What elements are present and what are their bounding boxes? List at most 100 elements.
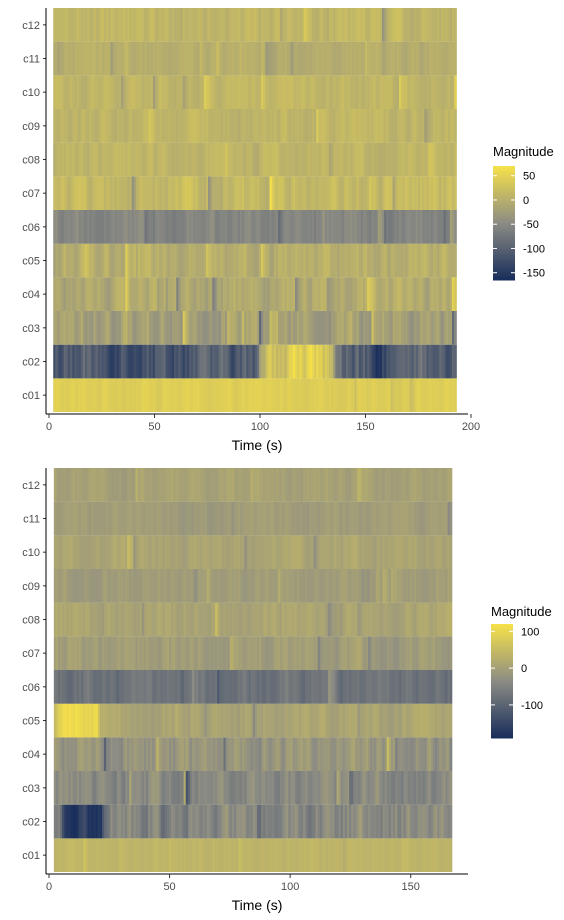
heatmap-cell <box>449 41 453 76</box>
heatmap-cell <box>223 602 227 637</box>
heatmap-cell <box>376 771 380 805</box>
heatmap-cell <box>196 569 199 603</box>
heatmap-cell <box>321 501 325 536</box>
heatmap-cell <box>225 109 228 143</box>
heatmap-cell <box>212 838 216 872</box>
heatmap-cell <box>397 569 400 603</box>
heatmap-cell <box>320 8 324 42</box>
heatmap-cell <box>256 703 260 738</box>
heatmap-cell <box>445 344 449 379</box>
heatmap-cell <box>395 703 398 738</box>
heatmap-cell <box>167 8 171 42</box>
heatmap-cell <box>415 210 419 244</box>
heatmap-cell <box>102 243 105 278</box>
heatmap-cell <box>305 703 308 738</box>
heatmap-cell <box>370 468 373 502</box>
heatmap-cell <box>236 838 239 872</box>
heatmap-cell <box>411 378 415 412</box>
heatmap-cell <box>248 311 252 345</box>
heatmap-cell <box>55 602 59 637</box>
heatmap-cell <box>411 142 415 177</box>
heatmap-cell <box>378 838 382 872</box>
heatmap-cell <box>192 737 195 771</box>
heatmap-cell <box>269 142 273 177</box>
heatmap-cell <box>184 311 188 345</box>
heatmap-cell <box>443 344 447 379</box>
heatmap-cell <box>246 109 249 143</box>
heatmap-cell <box>65 378 69 412</box>
heatmap-cell <box>68 277 71 311</box>
heatmap-cell <box>411 277 415 311</box>
heatmap-cell <box>61 344 65 379</box>
heatmap-cell <box>91 636 95 670</box>
heatmap-cell <box>434 703 438 738</box>
heatmap-cell <box>407 636 411 670</box>
heatmap-cell <box>269 243 273 278</box>
heatmap-cell <box>120 771 124 805</box>
heatmap-cell <box>118 344 122 379</box>
heatmap-cell <box>227 468 231 502</box>
heatmap-cell <box>315 838 319 872</box>
heatmap-cell <box>221 468 225 502</box>
heatmap-cell <box>240 501 243 536</box>
heatmap-cell <box>258 311 262 345</box>
heatmap-cell <box>233 569 237 603</box>
heatmap-cell <box>396 142 400 177</box>
heatmap-cell <box>393 737 396 771</box>
heatmap-cell <box>203 142 207 177</box>
heatmap-cell <box>129 109 133 143</box>
heatmap-cell <box>252 311 256 345</box>
heatmap-cell <box>284 501 287 536</box>
heatmap-cell <box>194 468 197 502</box>
heatmap-cell <box>344 838 348 872</box>
heatmap-cell <box>175 838 178 872</box>
heatmap-cell <box>200 535 204 569</box>
heatmap-cell <box>227 703 231 738</box>
heatmap-cell <box>146 344 150 379</box>
heatmap-cell <box>358 311 362 345</box>
heatmap-cell <box>323 838 327 872</box>
heatmap-cell <box>152 75 156 109</box>
heatmap-cell <box>265 501 269 536</box>
heatmap-cell <box>265 109 269 143</box>
heatmap-cell <box>314 344 317 379</box>
heatmap-cell <box>161 243 165 278</box>
heatmap-cell <box>409 176 413 210</box>
heatmap-cell <box>82 277 86 311</box>
heatmap-cell <box>142 109 146 143</box>
heatmap-cell <box>416 838 419 872</box>
heatmap-cell <box>154 737 158 771</box>
heatmap-cell <box>434 838 438 872</box>
heatmap-cell <box>341 109 345 143</box>
heatmap-cell <box>324 109 328 143</box>
heatmap-cell <box>110 535 114 569</box>
heatmap-cell <box>340 602 344 637</box>
heatmap-cell <box>397 468 400 502</box>
heatmap-cell <box>120 737 124 771</box>
heatmap-cell <box>60 468 63 502</box>
heatmap-cell <box>336 670 340 704</box>
heatmap-cell <box>141 468 145 502</box>
heatmap-cell <box>205 277 209 311</box>
heatmap-cell <box>189 501 193 536</box>
heatmap-cell <box>57 277 61 311</box>
heatmap-cell <box>284 535 287 569</box>
legend-gradient-step <box>491 694 513 697</box>
heatmap-cell <box>420 210 423 244</box>
heatmap-cell <box>76 636 80 670</box>
heatmap-cell <box>430 311 434 345</box>
heatmap-cell <box>401 569 405 603</box>
heatmap-cell <box>80 210 84 244</box>
heatmap-cell <box>401 636 405 670</box>
heatmap-cell <box>179 535 183 569</box>
heatmap-cell <box>203 344 207 379</box>
heatmap-cell <box>198 804 202 839</box>
heatmap-cell <box>157 75 160 109</box>
heatmap-cell <box>229 535 233 569</box>
heatmap-cell <box>341 210 345 244</box>
heatmap-cell <box>171 838 174 872</box>
heatmap-cell <box>271 636 275 670</box>
heatmap-cell <box>372 703 375 738</box>
heatmap-cell <box>106 243 109 278</box>
heatmap-cell <box>152 8 156 42</box>
